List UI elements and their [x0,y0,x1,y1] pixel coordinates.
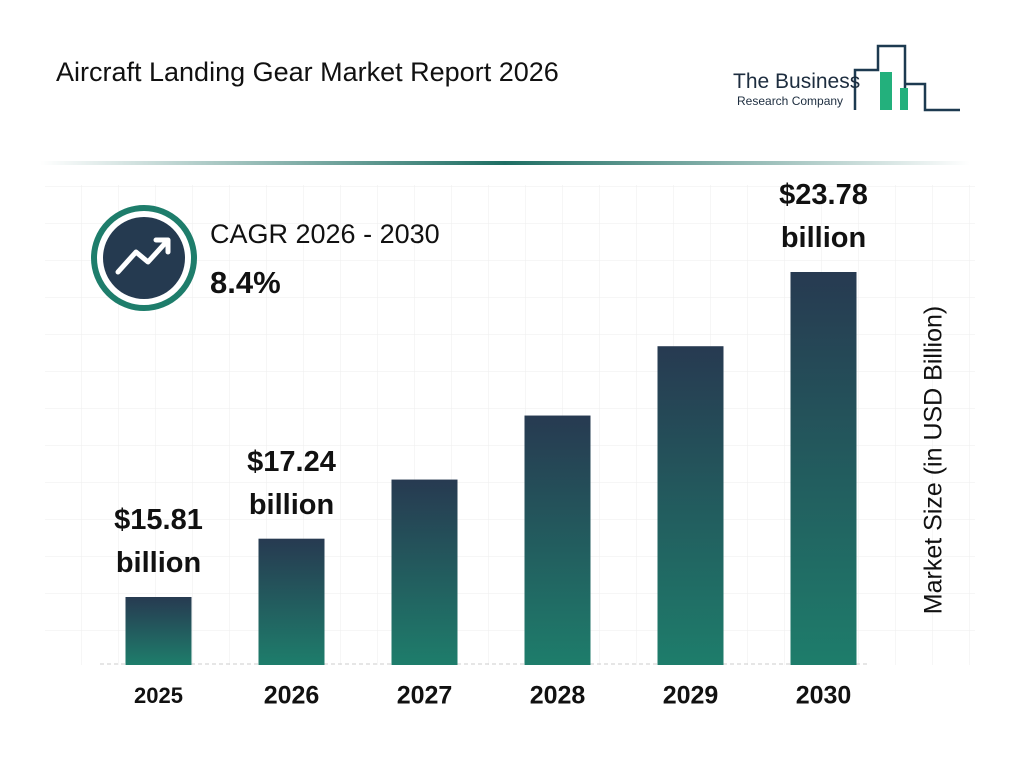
logo-text: Research Company [737,94,843,108]
value-label: $15.81 billion [114,504,203,579]
header-rule [40,161,970,165]
bar [524,415,591,665]
cagr-badge [91,205,197,311]
x-tick-label: 2028 [530,682,586,710]
bar [657,346,724,665]
cagr-value: 8.4% [210,265,281,300]
x-tick-label: 2025 [134,683,183,708]
x-tick-label: 2026 [264,682,320,710]
bar [258,538,325,665]
bar [391,479,458,665]
y-axis-label: Market Size (in USD Billion) [920,306,948,614]
logo-text: The Business [733,70,860,93]
x-tick-label: 2027 [397,682,453,710]
x-tick-label: 2030 [796,682,852,710]
logo: The Business Research Company [733,44,960,112]
x-tick-label: 2029 [663,682,719,710]
chart-title: Aircraft Landing Gear Market Report 2026 [56,57,559,87]
cagr-label: CAGR 2026 - 2030 [210,219,440,249]
bar [125,597,192,665]
bar [790,272,857,665]
value-label: $23.78 billion [779,179,868,254]
value-label: $17.24 billion [247,445,336,521]
